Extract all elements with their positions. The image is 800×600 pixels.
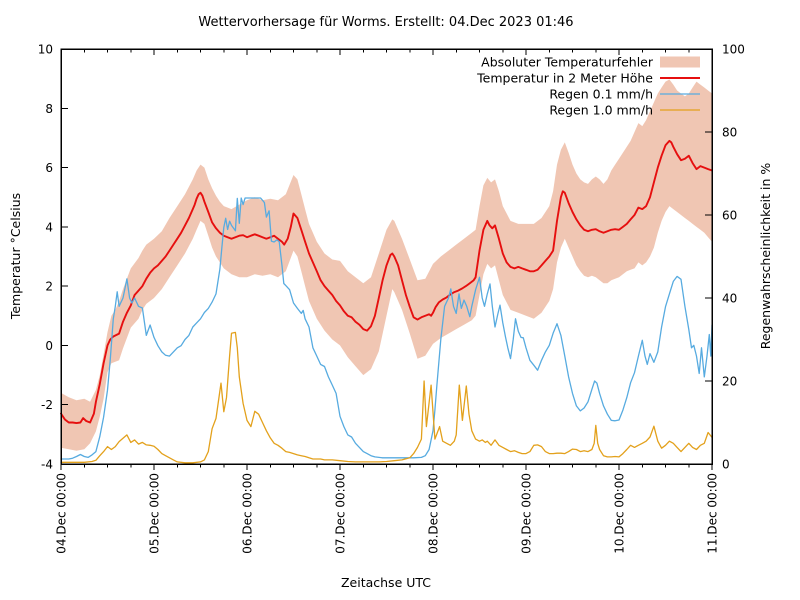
chart-series: [60, 139, 713, 464]
y-left-tick-label: -2: [41, 398, 53, 412]
legend-label: Regen 0.1 mm/h: [549, 87, 653, 102]
y-left-tick-label: 10: [38, 43, 53, 57]
chart-title: Wettervorhersage für Worms. Erstellt: 04…: [198, 15, 573, 30]
y-axis-label-right: Regenwahrscheinlichkeit in %: [758, 163, 773, 350]
x-tick-label: 05.Dec 00:00: [148, 473, 162, 554]
temperature-line: [60, 139, 713, 425]
x-tick-label: 04.Dec 00:00: [55, 473, 69, 554]
y-left-tick-label: -4: [41, 458, 53, 472]
x-axis-label: Zeitachse UTC: [341, 575, 431, 590]
y-right-tick-label: 100: [722, 43, 745, 57]
legend-label: Temperatur in 2 Meter Höhe: [476, 71, 653, 86]
y-left-tick-label: 0: [45, 339, 53, 353]
legend-label: Regen 1.0 mm/h: [549, 103, 653, 118]
y-right-tick-label: 0: [722, 458, 730, 472]
x-tick-label: 08.Dec 00:00: [427, 473, 441, 554]
y-left-tick-label: 4: [45, 220, 53, 234]
y-axis-label-left: Temperatur °Celsius: [8, 193, 23, 320]
x-tick-label: 06.Dec 00:00: [241, 473, 255, 554]
legend-label: Absoluter Temperaturfehler: [481, 55, 654, 70]
rain-10mm-line: [60, 331, 713, 464]
legend-band-swatch: [660, 56, 700, 68]
x-tick-label: 09.Dec 00:00: [520, 473, 534, 554]
plot-frame-and-ticks: [60, 48, 713, 470]
x-tick-label: 10.Dec 00:00: [613, 473, 627, 554]
y-left-tick-label: 2: [45, 280, 53, 294]
x-tick-label: 11.Dec 00:00: [706, 473, 720, 554]
rain-01mm-line: [60, 197, 713, 460]
y-right-tick-label: 40: [722, 292, 737, 306]
y-left-tick-label: 8: [45, 102, 53, 116]
y-right-tick-label: 20: [722, 375, 737, 389]
x-tick-label: 07.Dec 00:00: [334, 473, 348, 554]
y-right-tick-label: 80: [722, 126, 737, 140]
y-left-tick-label: 6: [45, 161, 53, 175]
y-right-tick-label: 60: [722, 209, 737, 223]
